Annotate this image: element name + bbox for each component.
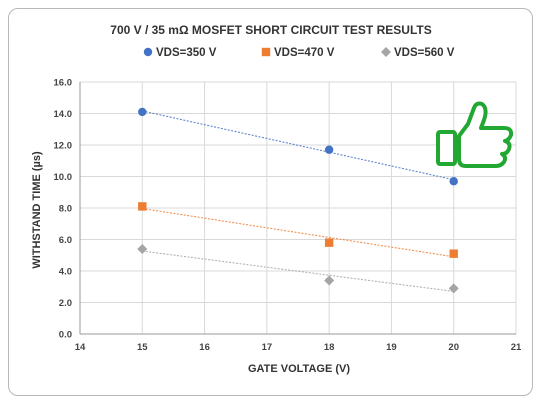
data-point — [449, 249, 458, 258]
thumbs-up-icon — [436, 101, 514, 168]
axes — [79, 82, 516, 335]
data-point — [324, 145, 334, 154]
series-layer — [137, 107, 459, 294]
data-point — [138, 202, 147, 211]
x-tick-label: 15 — [137, 342, 148, 353]
legend-label: VDS=350 V — [156, 47, 217, 59]
x-tick-label: 21 — [511, 342, 522, 353]
data-point — [324, 238, 334, 247]
legend-item: VDS=350 V — [143, 47, 217, 59]
trendline — [142, 207, 454, 258]
x-tick-labels: 14 15 16 17 18 19 20 21 — [75, 342, 522, 353]
legend-marker — [381, 47, 391, 57]
legend-marker — [261, 47, 271, 57]
series-1 — [138, 107, 458, 186]
y-tick-label: 4.0 — [59, 267, 72, 278]
y-tick-label: 8.0 — [59, 204, 72, 215]
x-tick-label: 16 — [199, 342, 210, 353]
y-tick-label: 10.0 — [54, 172, 73, 183]
legend-item: VDS=470 V — [261, 47, 335, 59]
legend: VDS=350 V VDS=470 V VDS=560 V — [143, 47, 455, 59]
y-tick-label: 16.0 — [54, 78, 73, 89]
x-axis-label: GATE VOLTAGE (V) — [248, 363, 350, 375]
x-tick-label: 20 — [448, 342, 459, 353]
series-3 — [137, 243, 459, 294]
data-point — [448, 283, 459, 294]
y-tick-label: 12.0 — [54, 141, 73, 152]
data-point — [324, 275, 335, 286]
y-tick-label: 0.0 — [59, 330, 72, 341]
data-point — [449, 177, 458, 186]
data-point — [138, 107, 147, 117]
legend-label: VDS=470 V — [274, 47, 335, 59]
legend-label: VDS=560 V — [394, 47, 455, 59]
x-tick-label: 18 — [324, 342, 335, 353]
trendline — [142, 110, 454, 181]
data-point — [137, 243, 148, 254]
chart-title: 700 V / 35 mΩ MOSFET SHORT CIRCUIT TEST … — [110, 23, 431, 37]
y-tick-label: 6.0 — [59, 235, 72, 246]
series-2 — [138, 202, 458, 258]
y-tick-labels: 0.0 2.0 4.0 6.0 8.0 10.0 12.0 14.0 16.0 — [54, 78, 73, 341]
x-tick-label: 14 — [75, 342, 86, 353]
legend-marker — [143, 47, 153, 57]
y-tick-label: 2.0 — [59, 298, 72, 309]
y-axis-label: WITHSTAND TIME (µs) — [31, 151, 43, 269]
x-tick-label: 19 — [386, 342, 397, 353]
y-tick-label: 14.0 — [54, 109, 73, 120]
chart-frame — [8, 8, 533, 396]
x-tick-label: 17 — [262, 342, 273, 353]
legend-item: VDS=560 V — [381, 47, 455, 59]
